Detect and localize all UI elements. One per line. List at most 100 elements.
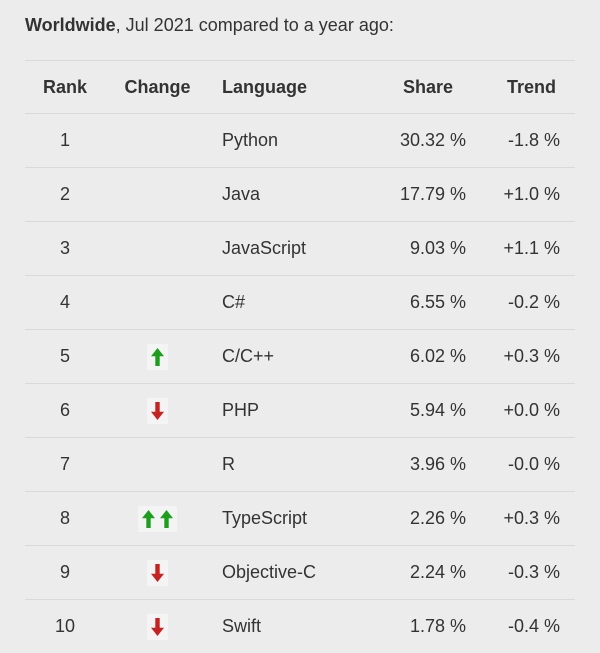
rank-cell: 6 (25, 400, 105, 421)
share-value: 5.94 % (409, 400, 466, 420)
table-row: 1 Python 30.32 % -1.8 % (25, 113, 575, 167)
language-cell: R (210, 454, 390, 475)
language-cell: Objective-C (210, 562, 390, 583)
rank-value: 2 (59, 184, 70, 204)
language-name: Swift (222, 616, 262, 636)
rank-value: 8 (59, 508, 70, 528)
language-cell: Python (210, 130, 390, 151)
language-name: C/C++ (222, 346, 275, 366)
trend-value: +1.1 % (503, 238, 560, 258)
rank-cell: 7 (25, 454, 105, 475)
rank-cell: 5 (25, 346, 105, 367)
change-cell (105, 343, 210, 370)
change-indicator (147, 397, 168, 424)
table-row: 8 TypeScript 2.26 % +0.3 % (25, 491, 575, 545)
share-cell: 5.94 % (390, 400, 470, 421)
share-value: 1.78 % (409, 616, 466, 636)
trend-cell: +1.1 % (470, 238, 575, 259)
language-cell: C# (210, 292, 390, 313)
share-cell: 6.02 % (390, 346, 470, 367)
table-body: 1 Python 30.32 % -1.8 % 2 Java 17.79 % +… (25, 113, 575, 653)
table-row: 5 C/C++ 6.02 % +0.3 % (25, 329, 575, 383)
share-value: 30.32 % (399, 130, 466, 150)
share-value: 2.26 % (409, 508, 466, 528)
trend-cell: +1.0 % (470, 184, 575, 205)
rank-value: 5 (59, 346, 70, 366)
rank-value: 4 (59, 292, 70, 312)
share-value: 17.79 % (399, 184, 466, 204)
change-indicator (147, 343, 168, 370)
trend-value: -0.2 % (507, 292, 560, 312)
share-cell: 2.26 % (390, 508, 470, 529)
rank-value: 1 (59, 130, 70, 150)
change-cell (105, 397, 210, 424)
up-arrow-icon (160, 509, 173, 528)
rank-cell: 3 (25, 238, 105, 259)
trend-value: -0.0 % (507, 454, 560, 474)
column-header-trend: Trend (506, 76, 556, 97)
change-indicator (147, 559, 168, 586)
language-cell: PHP (210, 400, 390, 421)
change-indicator (147, 613, 168, 640)
rank-value: 3 (59, 238, 70, 258)
trend-value: +0.3 % (503, 346, 560, 366)
trend-cell: +0.0 % (470, 400, 575, 421)
rank-cell: 9 (25, 562, 105, 583)
share-cell: 30.32 % (390, 130, 470, 151)
region-label: Worldwide (25, 15, 116, 35)
language-name: PHP (222, 400, 260, 420)
up-arrow-icon (151, 347, 164, 366)
language-cell: C/C++ (210, 346, 390, 367)
rank-value: 10 (54, 616, 76, 636)
change-cell (105, 613, 210, 640)
rank-value: 7 (59, 454, 70, 474)
table-row: 7 R 3.96 % -0.0 % (25, 437, 575, 491)
language-name: Objective-C (222, 562, 317, 582)
trend-cell: -0.0 % (470, 454, 575, 475)
language-name: JavaScript (222, 238, 307, 258)
table-row: 6 PHP 5.94 % +0.0 % (25, 383, 575, 437)
trend-value: +1.0 % (503, 184, 560, 204)
rank-value: 6 (59, 400, 70, 420)
table-row: 10 Swift 1.78 % -0.4 % (25, 599, 575, 653)
table-row: 9 Objective-C 2.24 % -0.3 % (25, 545, 575, 599)
report-title: Worldwide, Jul 2021 compared to a year a… (0, 0, 600, 60)
trend-cell: -0.3 % (470, 562, 575, 583)
change-cell (105, 505, 210, 532)
language-cell: Swift (210, 616, 390, 637)
language-cell: Java (210, 184, 390, 205)
column-header-share: Share (402, 76, 453, 97)
trend-cell: +0.3 % (470, 508, 575, 529)
rank-cell: 4 (25, 292, 105, 313)
down-arrow-icon (151, 401, 164, 420)
share-cell: 6.55 % (390, 292, 470, 313)
language-cell: TypeScript (210, 508, 390, 529)
change-indicator (138, 505, 177, 532)
share-cell: 1.78 % (390, 616, 470, 637)
column-header-language: Language (222, 76, 308, 97)
share-cell: 3.96 % (390, 454, 470, 475)
language-name: C# (222, 292, 246, 312)
trend-cell: -0.4 % (470, 616, 575, 637)
table-header-row: Rank Change Language Share Trend (25, 61, 575, 113)
table-row: 2 Java 17.79 % +1.0 % (25, 167, 575, 221)
rank-cell: 10 (25, 616, 105, 637)
trend-value: -1.8 % (507, 130, 560, 150)
language-cell: JavaScript (210, 238, 390, 259)
trend-cell: -0.2 % (470, 292, 575, 313)
rank-cell: 2 (25, 184, 105, 205)
rank-cell: 1 (25, 130, 105, 151)
share-cell: 9.03 % (390, 238, 470, 259)
language-name: Python (222, 130, 279, 150)
rank-value: 9 (59, 562, 70, 582)
down-arrow-icon (151, 617, 164, 636)
column-header-rank: Rank (42, 76, 87, 97)
rankings-table: Rank Change Language Share Trend 1 Pytho… (25, 60, 575, 653)
share-value: 6.55 % (409, 292, 466, 312)
share-value: 9.03 % (409, 238, 466, 258)
language-name: Java (222, 184, 261, 204)
share-cell: 17.79 % (390, 184, 470, 205)
column-header-change: Change (124, 76, 191, 97)
period-label: , Jul 2021 compared to a year ago: (115, 15, 394, 35)
